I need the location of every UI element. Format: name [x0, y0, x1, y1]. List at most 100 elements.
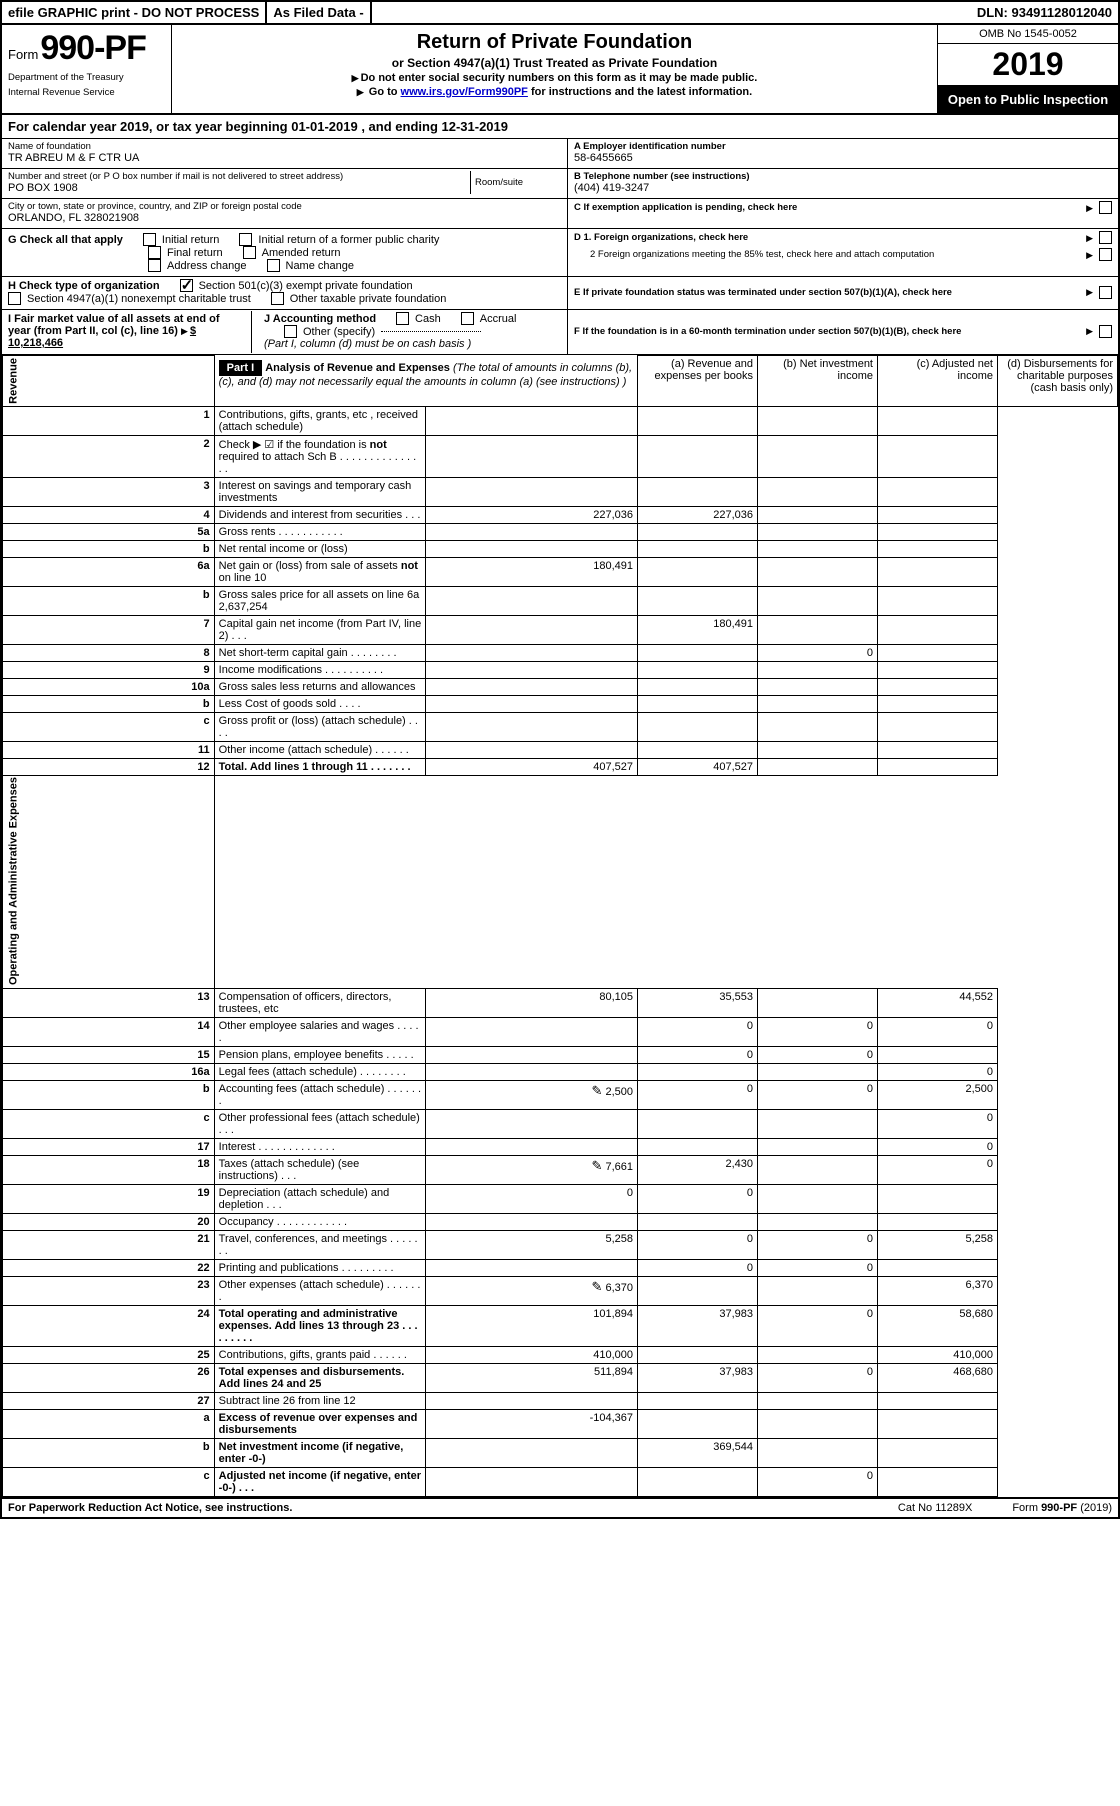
h-501c3-checkbox[interactable]	[180, 279, 193, 292]
j-other: Other (specify)	[303, 326, 375, 338]
address: PO BOX 1908	[8, 182, 466, 194]
f-checkbox[interactable]	[1099, 325, 1112, 338]
table-row: 5aGross rents . . . . . . . . . . .	[3, 523, 1118, 540]
foundation-name: TR ABREU M & F CTR UA	[8, 152, 561, 164]
g-name-checkbox[interactable]	[267, 259, 280, 272]
table-row: 13Compensation of officers, directors, t…	[3, 988, 1118, 1017]
table-row: 10aGross sales less returns and allowanc…	[3, 678, 1118, 695]
note-goto-post: for instructions and the latest informat…	[531, 86, 752, 98]
j-note: (Part I, column (d) must be on cash basi…	[264, 338, 561, 350]
f-label: F If the foundation is in a 60-month ter…	[574, 326, 1080, 337]
irs-label: Internal Revenue Service	[8, 87, 165, 98]
part1-badge: Part I	[219, 360, 263, 376]
omb-number: OMB No 1545-0052	[938, 25, 1118, 44]
j-other-checkbox[interactable]	[284, 325, 297, 338]
h-label: H Check type of organization	[8, 280, 160, 292]
g-initial-checkbox[interactable]	[143, 233, 156, 246]
foundation-name-label: Name of foundation	[8, 141, 561, 152]
j-accrual-checkbox[interactable]	[461, 312, 474, 325]
d1-checkbox[interactable]	[1099, 231, 1112, 244]
c-checkbox[interactable]	[1099, 201, 1112, 214]
j-accrual: Accrual	[480, 313, 517, 325]
c-label: C If exemption application is pending, c…	[574, 202, 1080, 213]
table-row: 6aNet gain or (loss) from sale of assets…	[3, 557, 1118, 586]
g-opt-final: Final return	[167, 247, 223, 259]
table-row: 23Other expenses (attach schedule) . . .…	[3, 1276, 1118, 1305]
g-opt-addr: Address change	[167, 260, 247, 272]
section-c: C If exemption application is pending, c…	[568, 199, 1118, 218]
city: ORLANDO, FL 328021908	[8, 212, 561, 224]
table-row: 11Other income (attach schedule) . . . .…	[3, 741, 1118, 758]
table-row: bAccounting fees (attach schedule) . . .…	[3, 1080, 1118, 1109]
attachment-icon[interactable]: ✎	[592, 1083, 603, 1098]
attachment-icon[interactable]: ✎	[592, 1158, 603, 1173]
g-opt-initial: Initial return	[162, 234, 219, 246]
irs-link[interactable]: www.irs.gov/Form990PF	[401, 86, 528, 98]
table-row: 12Total. Add lines 1 through 11 . . . . …	[3, 758, 1118, 775]
as-filed-tag: As Filed Data -	[267, 2, 371, 23]
address-cell: Number and street (or P O box number if …	[2, 169, 567, 199]
e-checkbox[interactable]	[1099, 286, 1112, 299]
i-j-f-row: I Fair market value of all assets at end…	[2, 310, 1118, 355]
attachment-icon[interactable]: ✎	[592, 1279, 603, 1294]
g-final-checkbox[interactable]	[148, 246, 161, 259]
page-footer: For Paperwork Reduction Act Notice, see …	[2, 1497, 1118, 1517]
header-left: Form 990-PF Department of the Treasury I…	[2, 25, 172, 113]
tax-year: 2019	[938, 44, 1118, 86]
g-amended-checkbox[interactable]	[243, 246, 256, 259]
form-prefix: Form	[8, 47, 38, 62]
h-4947-checkbox[interactable]	[8, 292, 21, 305]
g-opt-amended: Amended return	[262, 247, 341, 259]
g-initial-former-checkbox[interactable]	[239, 233, 252, 246]
table-row: aExcess of revenue over expenses and dis…	[3, 1409, 1118, 1438]
h-opt1: Section 501(c)(3) exempt private foundat…	[199, 280, 413, 292]
note-ssn: Do not enter social security numbers on …	[361, 72, 758, 84]
efile-tag: efile GRAPHIC print - DO NOT PROCESS	[2, 2, 267, 23]
table-row: 2Check ▶ ☑ if the foundation is not requ…	[3, 435, 1118, 477]
phone: (404) 419-3247	[574, 182, 1112, 194]
city-label: City or town, state or province, country…	[8, 201, 561, 212]
form-header: Form 990-PF Department of the Treasury I…	[2, 25, 1118, 115]
table-row: cAdjusted net income (if negative, enter…	[3, 1467, 1118, 1496]
g-addr-checkbox[interactable]	[148, 259, 161, 272]
ein-label: A Employer identification number	[574, 141, 1112, 152]
revenue-side-label: Revenue	[3, 356, 215, 407]
col-d-header: (d) Disbursements for charitable purpose…	[998, 356, 1118, 407]
h-opt2: Section 4947(a)(1) nonexempt charitable …	[27, 293, 251, 305]
table-row: 19Depreciation (attach schedule) and dep…	[3, 1184, 1118, 1213]
g-d-row: G Check all that apply Initial return In…	[2, 229, 1118, 277]
ein: 58-6455665	[574, 152, 1112, 164]
footer-cat: Cat No 11289X	[898, 1502, 972, 1514]
table-row: bNet rental income or (loss)	[3, 540, 1118, 557]
header-mid: Return of Private Foundation or Section …	[172, 25, 938, 113]
phone-cell: B Telephone number (see instructions) (4…	[568, 169, 1118, 199]
part1-table: Revenue Part I Analysis of Revenue and E…	[2, 355, 1118, 1497]
table-row: 25Contributions, gifts, grants paid . . …	[3, 1346, 1118, 1363]
table-row: bLess Cost of goods sold . . . .	[3, 695, 1118, 712]
h-opt3: Other taxable private foundation	[290, 293, 447, 305]
ein-cell: A Employer identification number 58-6455…	[568, 139, 1118, 169]
table-row: 24Total operating and administrative exp…	[3, 1305, 1118, 1346]
part1-heading: Analysis of Revenue and Expenses	[265, 362, 450, 374]
table-row: bNet investment income (if negative, ent…	[3, 1438, 1118, 1467]
table-row: 8Net short-term capital gain . . . . . .…	[3, 644, 1118, 661]
calendar-year-line: For calendar year 2019, or tax year begi…	[2, 115, 1118, 139]
dept-treasury: Department of the Treasury	[8, 72, 165, 83]
table-row: 26Total expenses and disbursements. Add …	[3, 1363, 1118, 1392]
table-row: 17Interest . . . . . . . . . . . . .0	[3, 1138, 1118, 1155]
table-row: 27Subtract line 26 from line 12	[3, 1392, 1118, 1409]
h-other-checkbox[interactable]	[271, 292, 284, 305]
city-cell: City or town, state or province, country…	[2, 199, 567, 228]
table-row: 15Pension plans, employee benefits . . .…	[3, 1046, 1118, 1063]
form-subtitle: or Section 4947(a)(1) Trust Treated as P…	[180, 56, 929, 70]
d2-checkbox[interactable]	[1099, 248, 1112, 261]
d2-label: 2 Foreign organizations meeting the 85% …	[574, 249, 1080, 260]
col-a-header: (a) Revenue and expenses per books	[638, 356, 758, 407]
g-opt-former: Initial return of a former public charit…	[258, 234, 439, 246]
col-b-header: (b) Net investment income	[758, 356, 878, 407]
table-row: bGross sales price for all assets on lin…	[3, 586, 1118, 615]
g-label: G Check all that apply	[8, 234, 123, 246]
table-row: 4Dividends and interest from securities …	[3, 506, 1118, 523]
j-cash-checkbox[interactable]	[396, 312, 409, 325]
table-row: 14Other employee salaries and wages . . …	[3, 1017, 1118, 1046]
